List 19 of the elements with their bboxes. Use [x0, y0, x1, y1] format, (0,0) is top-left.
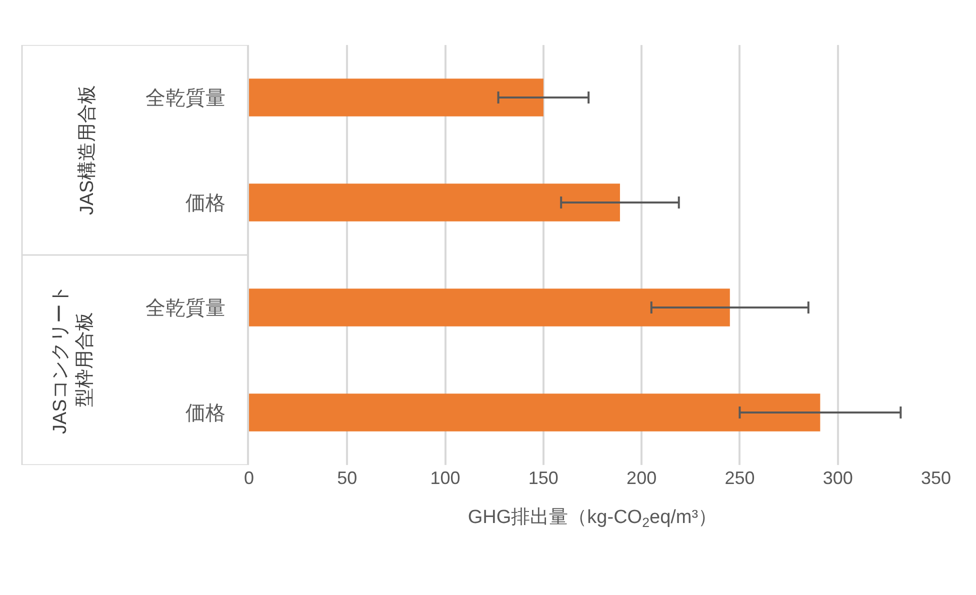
y-tick-label: 全乾質量: [145, 88, 226, 110]
text: JASコンクリート型枠用合板: [50, 285, 96, 434]
y-tick-label: 全乾質量: [145, 298, 226, 320]
y-tick-label: 価格: [185, 192, 226, 214]
x-tick-label: 100: [430, 468, 460, 488]
x-tick-label: 150: [528, 468, 558, 488]
x-tick-label: 350: [920, 468, 952, 488]
text: JAS構造用合板: [77, 85, 98, 215]
y-tick-label: 価格: [185, 402, 226, 424]
x-axis-title: GHG排出量（kg-CO$_{2}$eq/m³）: [468, 506, 718, 530]
x-tick-label: 200: [626, 468, 657, 488]
x-tick-label: 250: [724, 468, 755, 488]
x-tick-label: 300: [822, 468, 853, 488]
bar: [249, 184, 620, 222]
x-tick-label: 50: [337, 468, 358, 488]
x-tick-label: 0: [244, 468, 254, 488]
bar: [249, 78, 544, 116]
bar: [249, 288, 730, 326]
bar: [249, 394, 820, 432]
